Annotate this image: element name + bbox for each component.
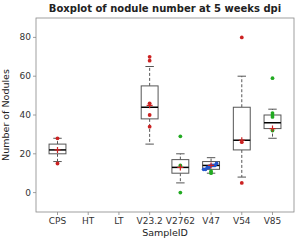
y-tick	[33, 153, 36, 154]
whisker-cap	[238, 76, 246, 77]
point	[215, 162, 219, 166]
point	[148, 125, 152, 129]
whisker	[180, 173, 181, 183]
y-tick-label: 0	[25, 188, 31, 198]
x-tick	[149, 212, 150, 215]
median	[264, 122, 281, 124]
point	[56, 162, 60, 166]
x-tick-label: HT	[82, 216, 95, 226]
whisker	[149, 67, 150, 86]
box	[172, 160, 189, 174]
box	[233, 107, 250, 150]
point	[56, 136, 60, 140]
whisker	[211, 158, 212, 162]
whisker	[149, 119, 150, 144]
x-tick	[118, 212, 119, 215]
point	[148, 55, 152, 59]
x-tick-label: V85	[264, 216, 282, 226]
whisker	[180, 154, 181, 160]
x-tick-label: V2762	[166, 216, 195, 226]
x-axis-label: SampleID	[142, 227, 188, 238]
y-tick-label: 60	[20, 71, 32, 81]
y-tick	[33, 192, 36, 193]
x-tick	[57, 212, 58, 215]
point	[148, 113, 152, 117]
y-tick	[33, 115, 36, 116]
x-tick	[241, 212, 242, 215]
mean-marker	[270, 126, 276, 132]
whisker	[241, 150, 242, 177]
whisker-cap	[176, 153, 184, 154]
marks	[49, 36, 281, 195]
x-tick	[180, 212, 181, 215]
whisker	[57, 154, 58, 162]
x-tick-label: LT	[114, 216, 124, 226]
y-tick	[33, 76, 36, 77]
y-tick	[33, 37, 36, 38]
whisker-cap	[207, 157, 215, 158]
point	[178, 134, 182, 138]
whisker	[241, 76, 242, 107]
x-tick-label: V47	[202, 216, 220, 226]
y-tick-label: 40	[20, 110, 32, 120]
point	[148, 59, 152, 63]
x-tick-label: CPS	[49, 216, 67, 226]
mean-marker	[239, 137, 245, 143]
plot-frame	[36, 18, 294, 212]
mean-marker	[208, 162, 214, 168]
point	[209, 169, 213, 173]
chart: 0 20 40 60 80 CPS HT LT V23.2V2762 V47 V54 V85 Boxpl…	[0, 0, 300, 242]
y-axis-label: Number of Nodules	[0, 69, 11, 161]
point	[271, 76, 275, 80]
box	[141, 86, 158, 119]
x-tick-label: V23.2	[137, 216, 163, 226]
x-tick-label: V54	[233, 216, 251, 226]
x-tick	[211, 212, 212, 215]
point	[240, 36, 244, 40]
whisker-cap	[268, 109, 276, 110]
point	[178, 191, 182, 195]
whisker-cap	[145, 66, 153, 67]
mean-marker	[177, 164, 183, 170]
whisker-cap	[176, 182, 184, 183]
box	[49, 144, 66, 154]
x-tick	[272, 212, 273, 215]
whisker-cap	[268, 138, 276, 139]
y-tick-label: 80	[20, 32, 32, 42]
x-tick	[88, 212, 89, 215]
mean-marker	[147, 102, 153, 108]
mean-marker	[55, 147, 61, 153]
whisker-cap	[145, 144, 153, 145]
title: Boxplot of nodule number at 5 weeks dpi	[49, 3, 281, 14]
point	[271, 111, 275, 115]
whisker-cap	[238, 177, 246, 178]
y-tick-label: 20	[20, 149, 32, 159]
point	[240, 181, 244, 185]
